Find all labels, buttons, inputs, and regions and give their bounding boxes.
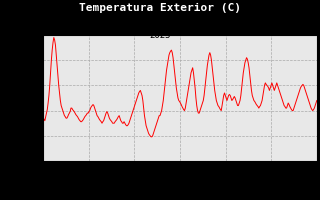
Text: Temperatura Exterior (C): Temperatura Exterior (C) — [79, 3, 241, 13]
Text: 2025: 2025 — [149, 31, 171, 40]
